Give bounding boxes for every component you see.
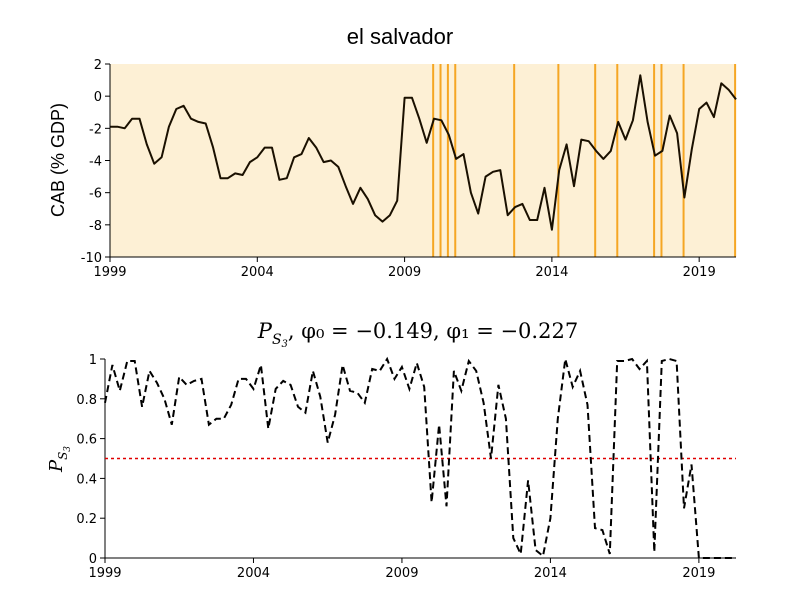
y-tick-label: -6 xyxy=(89,187,102,202)
chart-cab: el salvador -10 -8 -6 -4 -2 0 2 1999 2004 2009 201… xyxy=(48,24,737,280)
x-tick-label: 2009 xyxy=(385,566,418,581)
title-rest: , φ₀ = −0.149, φ₁ = −0.227 xyxy=(288,319,578,343)
y-tick-label: -10 xyxy=(81,251,102,266)
title-p: P xyxy=(257,319,273,343)
y-tick-label: 0.2 xyxy=(76,512,97,527)
y-axis-label: PS3 xyxy=(46,446,73,473)
y-axis-label: CAB (% GDP) xyxy=(48,103,68,217)
x-tick-label: 2004 xyxy=(241,265,274,280)
probability-series-line xyxy=(104,356,736,559)
y-tick-label: 0.8 xyxy=(76,393,97,408)
y-tick-label: 1 xyxy=(89,353,97,368)
y-tick-label: 0.4 xyxy=(76,472,97,487)
x-tick-label: 2014 xyxy=(535,265,568,280)
title-sub-s: S xyxy=(272,332,282,348)
cab-series-line xyxy=(110,74,737,231)
x-tick-label: 1999 xyxy=(93,265,126,280)
y-tick-label: 0.6 xyxy=(76,433,97,448)
x-tick-label: 1999 xyxy=(88,566,121,581)
y-tick-label: -4 xyxy=(89,155,102,170)
ylabel-sub-s: S xyxy=(56,452,70,460)
title-sub-3: 3 xyxy=(282,339,288,350)
x-tick-label: 2009 xyxy=(388,265,421,280)
axes: 0 0.2 0.4 0.6 0.8 1 1999 2004 2009 2014 2019 xyxy=(76,353,736,581)
y-tick-label: 0 xyxy=(89,552,97,567)
chart-title: PS3, φ₀ = −0.149, φ₁ = −0.227 xyxy=(257,319,578,350)
regime-lines xyxy=(432,64,737,257)
y-tick-label: 0 xyxy=(94,90,102,105)
axes: -10 -8 -6 -4 -2 0 2 1999 2004 2009 2014 2019 xyxy=(81,58,736,280)
x-tick-label: 2019 xyxy=(683,265,716,280)
y-tick-label: -8 xyxy=(89,219,102,234)
chart-probability: PS3, φ₀ = −0.149, φ₁ = −0.227 00.20.40.6… xyxy=(46,319,736,581)
x-tick-label: 2014 xyxy=(534,566,567,581)
x-tick-label: 2019 xyxy=(682,566,715,581)
chart-title: el salvador xyxy=(347,24,453,49)
plot-background xyxy=(110,64,736,257)
y-tick-label: -2 xyxy=(89,122,102,137)
x-tick-label: 2004 xyxy=(237,566,270,581)
ylabel-p: P xyxy=(46,459,67,473)
y-tick-label: 2 xyxy=(94,58,102,73)
ylabel-sub-3: 3 xyxy=(63,446,73,452)
